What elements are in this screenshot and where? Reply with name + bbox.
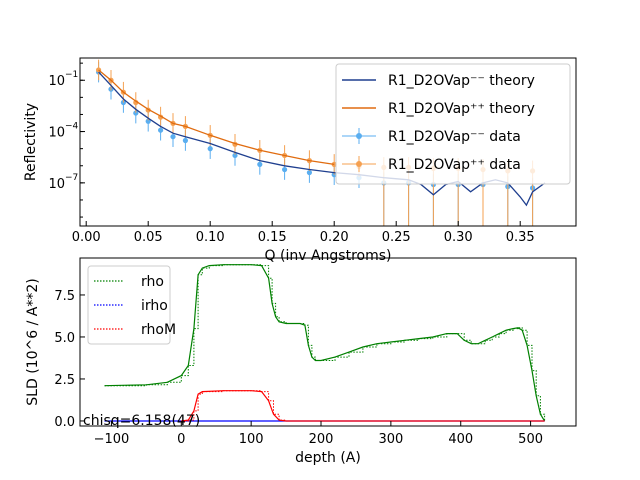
reflectivity-x-tick-label: 0.35 bbox=[506, 230, 535, 245]
sld-axes-frame bbox=[79, 257, 577, 427]
sld-step-profile-line bbox=[104, 264, 546, 421]
reflectivity-x-tick-label: 0.25 bbox=[382, 230, 411, 245]
sld-profile-line bbox=[181, 390, 545, 422]
reflectivity-data-point bbox=[158, 127, 164, 133]
reflectivity-legend-label: R1_D2OVap⁻⁻ theory bbox=[388, 73, 535, 89]
sld-legend-box bbox=[87, 265, 171, 345]
sld-x-tick-label: 300 bbox=[378, 432, 403, 447]
sld-x-tick-label: 500 bbox=[518, 432, 543, 447]
sld-legend-label: rhoM bbox=[141, 322, 176, 338]
reflectivity-legend-label: R1_D2OVap⁺⁺ theory bbox=[388, 101, 535, 117]
reflectivity-data-point bbox=[306, 169, 312, 176]
sld-plot-area bbox=[104, 264, 546, 422]
sld-step-profile-line bbox=[181, 390, 545, 422]
reflectivity-x-tick-label: 0.05 bbox=[134, 230, 163, 245]
reflectivity-y-tick-exponent: −1 bbox=[65, 70, 78, 80]
sld-y-axis-label: SLD (10^6 / A**2) bbox=[25, 278, 41, 405]
sld-legend: rho irho rhoM bbox=[87, 265, 176, 345]
reflectivity-x-tick-label: 0.20 bbox=[320, 230, 349, 245]
reflectivity-data-point bbox=[207, 146, 213, 152]
reflectivity-y-axis-label: Reflectivity bbox=[23, 103, 39, 181]
reflectivity-data-point bbox=[133, 110, 139, 116]
sld-y-tick-label: 2.5 bbox=[54, 373, 75, 388]
reflectivity-data-point bbox=[232, 152, 238, 159]
sld-x-tick-label: 200 bbox=[309, 432, 334, 447]
reflectivity-legend-marker bbox=[356, 133, 362, 139]
reflectivity-legend-label: R1_D2OVap⁻⁻ data bbox=[388, 129, 521, 145]
reflectivity-data-point bbox=[182, 137, 188, 144]
sld-x-tick-label: 400 bbox=[448, 432, 473, 447]
sld-x-tick-label: 100 bbox=[239, 432, 264, 447]
reflectivity-y-tick-label: 10 bbox=[48, 177, 65, 192]
reflectivity-legend-marker bbox=[356, 161, 362, 167]
sld-x-tick-label: 0 bbox=[177, 432, 185, 447]
sld-y-tick-label: 0.0 bbox=[54, 415, 75, 430]
reflectivity-x-tick-label: 0.30 bbox=[444, 230, 473, 245]
reflectivity-data-point bbox=[170, 134, 176, 140]
reflectivity-x-axis-label: Q (inv Angstroms) bbox=[265, 248, 392, 264]
reflectivity-axes-frame bbox=[79, 57, 577, 227]
reflectivity-theory-line bbox=[98, 69, 335, 166]
reflectivity-y-tick-exponent: −7 bbox=[65, 173, 78, 183]
reflectivity-y-tick-label: 10 bbox=[48, 126, 65, 141]
chisq-annotation: chisq=6.158(47) bbox=[83, 413, 200, 429]
sld-y-tick-label: 7.5 bbox=[54, 289, 75, 304]
reflectivity-data-point bbox=[282, 166, 288, 173]
sld-x-tick-label: −100 bbox=[94, 432, 130, 447]
reflectivity-x-tick-label: 0.15 bbox=[258, 230, 287, 245]
sld-legend-label: rho bbox=[141, 274, 164, 290]
reflectivity-legend-box bbox=[335, 63, 571, 185]
reflectivity-x-tick-label: 0.10 bbox=[196, 230, 225, 245]
reflectivity-legend-label: R1_D2OVap⁺⁺ data bbox=[388, 157, 521, 173]
reflectivity-y-tick-exponent: −4 bbox=[65, 122, 79, 132]
reflectivity-y-tick-label: 10 bbox=[48, 74, 65, 89]
sld-legend-label: irho bbox=[141, 298, 168, 314]
reflectivity-legend: R1_D2OVap⁻⁻ theory R1_D2OVap⁺⁺ theory R1_D… bbox=[335, 63, 571, 185]
reflectivity-data-point bbox=[145, 118, 151, 124]
reflectivity-data-point bbox=[257, 161, 263, 168]
sld-y-tick-label: 5.0 bbox=[54, 331, 75, 346]
sld-ticks: −100 0 100 200 300 400 500 0.0 2.5 5.0 7.5 bbox=[54, 289, 543, 447]
sld-panel: −100 0 100 200 300 400 500 0.0 2.5 5.0 7.5 depth (… bbox=[25, 257, 577, 466]
reflectivity-x-tick-label: 0.00 bbox=[72, 230, 101, 245]
sld-x-axis-label: depth (A) bbox=[295, 450, 361, 466]
